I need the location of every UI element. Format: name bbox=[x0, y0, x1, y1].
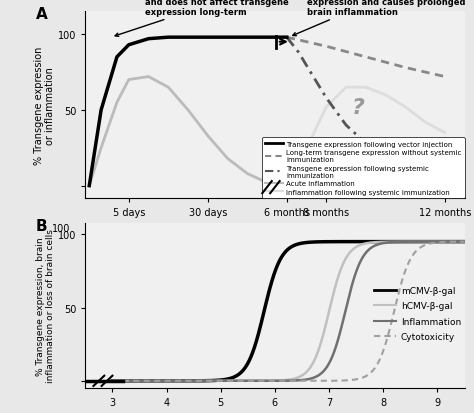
Legend: mCMV-β-gal, hCMV-β-gal, Inflammation, Cytotoxicity: mCMV-β-gal, hCMV-β-gal, Inflammation, Cy… bbox=[371, 284, 464, 344]
Y-axis label: % Transgene expression
or inflammation: % Transgene expression or inflammation bbox=[34, 46, 55, 164]
Text: A: A bbox=[36, 7, 48, 22]
Text: ?: ? bbox=[351, 97, 365, 118]
Text: B: B bbox=[36, 218, 48, 233]
Text: Systemic immunization against
adenovirus eliminates transgene
expression and cau: Systemic immunization against adenovirus… bbox=[293, 0, 465, 37]
Legend: Transgene expression following vector injection, Long-term transgene expression : Transgene expression following vector in… bbox=[262, 138, 465, 199]
Text: 100: 100 bbox=[52, 223, 70, 233]
Text: Acute inflammation is transient
and does not affect transgene
expression long-te: Acute inflammation is transient and does… bbox=[115, 0, 295, 37]
Y-axis label: % Transgene expression, brain
inflammation or loss of brain cells: % Transgene expression, brain inflammati… bbox=[36, 229, 55, 382]
